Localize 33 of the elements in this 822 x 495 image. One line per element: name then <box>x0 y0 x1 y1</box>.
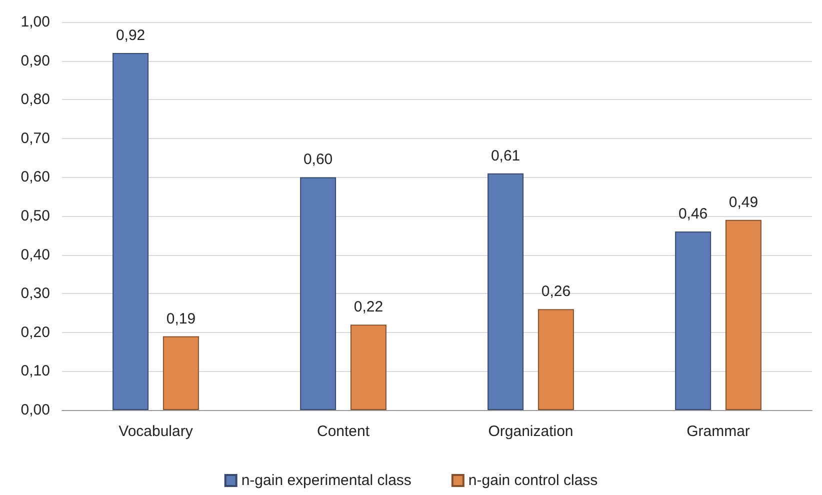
bar <box>538 309 574 410</box>
x-tick-label: Grammar <box>686 423 750 440</box>
x-tick-label: Organization <box>488 423 574 440</box>
y-tick-label: 1,00 <box>20 14 50 30</box>
data-label: 0,19 <box>166 310 196 328</box>
bar <box>725 220 762 410</box>
legend-label: n-gain control class <box>468 472 598 489</box>
y-tick-label: 0,70 <box>20 130 50 147</box>
bar <box>675 232 712 410</box>
y-tick-label: 0,90 <box>20 52 50 70</box>
x-tick-label: Vocabulary <box>118 423 194 440</box>
legend-label: n-gain experimental class <box>241 472 412 489</box>
data-label: 0,46 <box>678 206 708 223</box>
data-label: 0,60 <box>303 151 333 168</box>
bar <box>350 324 386 410</box>
y-tick-label: 0,00 <box>20 402 50 418</box>
bar <box>488 173 524 410</box>
y-tick-label: 0,60 <box>20 168 50 186</box>
y-tick-label: 0,20 <box>20 324 50 341</box>
y-tick-label: 0,50 <box>20 208 50 224</box>
y-tick-label: 0,30 <box>20 285 50 302</box>
x-tick-label: Content <box>316 423 370 440</box>
bar <box>162 336 199 410</box>
y-tick-label: 0,40 <box>20 246 50 264</box>
data-label: 0,92 <box>116 27 146 44</box>
data-label: 0,49 <box>728 194 758 211</box>
data-label: 0,61 <box>490 147 520 164</box>
bar <box>112 53 149 410</box>
data-label: 0,26 <box>541 283 571 300</box>
data-label: 0,22 <box>354 298 384 316</box>
y-tick-label: 0,80 <box>20 91 50 108</box>
y-tick-label: 0,10 <box>20 362 50 380</box>
bar <box>300 177 336 410</box>
